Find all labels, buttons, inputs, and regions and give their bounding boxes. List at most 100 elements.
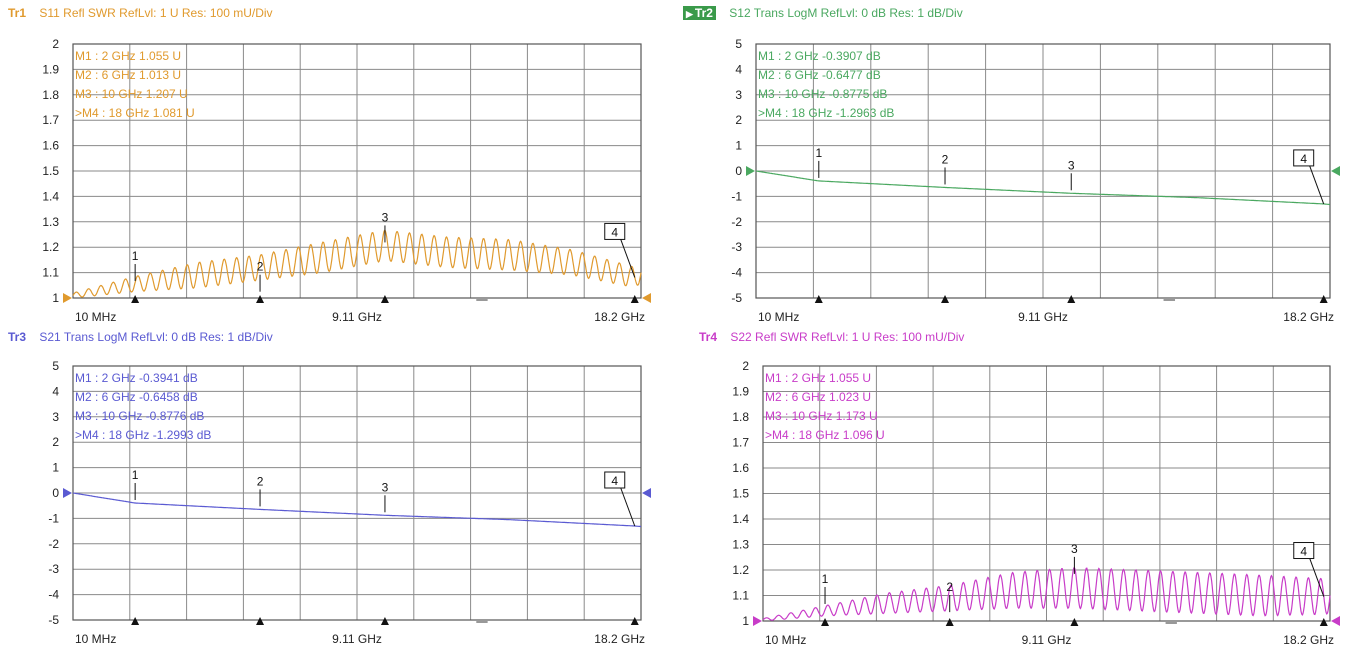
- trace-settings[interactable]: S12 Trans LogM RefLvl: 0 dB Res: 1 dB/Di…: [729, 6, 963, 20]
- marker-leader-line: [620, 239, 636, 278]
- trace-settings[interactable]: S11 Refl SWR RefLvl: 1 U Res: 100 mU/Div: [39, 6, 273, 20]
- marker-triangle: [256, 295, 265, 303]
- y-tick-label: 1.2: [732, 563, 749, 577]
- marker-readout-table: M1 : 2 GHz -0.3941 dB M2 : 6 GHz -0.6458 …: [75, 371, 211, 442]
- marker-label: 3: [1071, 542, 1078, 556]
- y-tick-label: -5: [48, 613, 59, 627]
- marker-readout: M1 : 2 GHz 1.055 U: [765, 371, 871, 385]
- marker-label: 2: [257, 474, 264, 488]
- y-tick-label: -1: [731, 189, 742, 203]
- y-tick-label: -1: [48, 511, 59, 525]
- grid: [762, 365, 1331, 622]
- marker-label: 1: [815, 146, 822, 160]
- marker-triangle: [945, 618, 954, 626]
- marker-readout: M1 : 2 GHz -0.3941 dB: [75, 371, 198, 385]
- y-tick-label: 1.9: [732, 385, 749, 399]
- y-tick-label: 5: [52, 359, 59, 373]
- marker-readout: M2 : 6 GHz -0.6458 dB: [75, 390, 198, 404]
- trace-id[interactable]: Tr2: [683, 6, 716, 20]
- grid: [755, 43, 1331, 299]
- trace-id[interactable]: Tr4: [699, 330, 718, 344]
- trace-plot-tr3[interactable]: 5 4 3 2 1 0 -1 -2 -3 -4 -5 10 MHz 9.11 GHz 18.2 GHz 1 2…: [0, 326, 677, 651]
- reference-level-arrow-left: [63, 293, 72, 303]
- trace-header: Tr4 S22 Refl SWR RefLvl: 1 U Res: 100 mU…: [699, 330, 964, 344]
- y-tick-label: 1.3: [732, 538, 749, 552]
- trace-plot-tr1[interactable]: 2 1.9 1.8 1.7 1.6 1.5 1.4 1.3 1.2 1.1 1 10 MHz 9.11 …: [0, 0, 677, 326]
- marker-label: 4: [1300, 152, 1307, 166]
- marker-triangle: [941, 295, 950, 303]
- y-tick-label: 2: [52, 37, 59, 51]
- marker-readout: M2 : 6 GHz -0.6477 dB: [758, 68, 881, 82]
- y-tick-label: 1: [52, 461, 59, 475]
- trace-settings[interactable]: S22 Refl SWR RefLvl: 1 U Res: 100 mU/Div: [730, 330, 965, 344]
- y-tick-label: 4: [52, 384, 59, 398]
- marker-leader-line: [620, 487, 636, 527]
- y-tick-label: -4: [48, 588, 59, 602]
- marker-triangle: [380, 617, 389, 625]
- reference-level-arrow-left: [63, 488, 72, 498]
- y-tick-label: 2: [735, 113, 742, 127]
- trace-header: Tr1 S11 Refl SWR RefLvl: 1 U Res: 100 mU…: [8, 6, 273, 20]
- y-tick-label: 1.4: [42, 189, 59, 203]
- marker-readout: >M4 : 18 GHz 1.081 U: [75, 106, 195, 120]
- y-tick-label: -3: [731, 240, 742, 254]
- y-tick-label: 1.7: [732, 436, 749, 450]
- trace-plot-tr2[interactable]: 5 4 3 2 1 0 -1 -2 -3 -4 -5 10 MHz 9.11 GHz 18.2 GHz 1 2…: [677, 0, 1354, 326]
- trace-line: [755, 170, 1330, 206]
- trace-line: [72, 492, 641, 528]
- x-tick-label: 18.2 GHz: [1283, 633, 1334, 647]
- x-tick-label: 10 MHz: [75, 632, 116, 646]
- reference-level-arrow-right: [1331, 166, 1340, 176]
- grid: [72, 365, 642, 621]
- active-marker-box: [1293, 149, 1315, 167]
- trace-panel-tr2: Tr2 S12 Trans LogM RefLvl: 0 dB Res: 1 d…: [677, 0, 1354, 326]
- marker-readout: M1 : 2 GHz 1.055 U: [75, 49, 181, 63]
- y-tick-label: 3: [735, 88, 742, 102]
- grid: [72, 43, 642, 299]
- y-tick-label: 1.8: [42, 88, 59, 102]
- marker-label: 2: [946, 580, 953, 594]
- trace-line: [72, 229, 642, 298]
- marker-triangle: [256, 617, 265, 625]
- marker-triangle: [630, 295, 639, 303]
- y-tick-label: 1: [52, 291, 59, 305]
- marker-readout-table: M1 : 2 GHz -0.3907 dB M2 : 6 GHz -0.6477 …: [758, 49, 894, 120]
- trace-id[interactable]: Tr3: [8, 330, 27, 344]
- trace-id[interactable]: Tr1: [8, 6, 27, 20]
- x-tick-label: 9.11 GHz: [332, 632, 382, 646]
- x-tick-label: 9.11 GHz: [1022, 633, 1072, 647]
- marker-label: 3: [1068, 158, 1075, 172]
- marker-triangle: [630, 617, 639, 625]
- marker-triangle: [1070, 618, 1079, 626]
- marker-label: 3: [382, 480, 389, 494]
- reference-level-arrow-right: [642, 293, 651, 303]
- y-tick-label: -2: [48, 537, 59, 551]
- marker-triangle: [380, 295, 389, 303]
- reference-level-arrow-right: [642, 488, 651, 498]
- x-tick-label: 18.2 GHz: [1283, 310, 1334, 324]
- trace-settings[interactable]: S21 Trans LogM RefLvl: 0 dB Res: 1 dB/Di…: [39, 330, 273, 344]
- x-tick-label: 9.11 GHz: [1018, 310, 1068, 324]
- y-tick-label: 4: [735, 62, 742, 76]
- marker-triangle: [814, 295, 823, 303]
- marker-label: 2: [257, 260, 264, 274]
- y-tick-label: 1.5: [732, 487, 749, 501]
- y-tick-label: 0: [52, 486, 59, 500]
- marker-readout: >M4 : 18 GHz 1.096 U: [765, 428, 885, 442]
- y-tick-label: 2: [52, 435, 59, 449]
- x-tick-label: 18.2 GHz: [594, 632, 645, 646]
- marker-label: 2: [942, 152, 949, 166]
- y-tick-label: 1: [742, 614, 749, 628]
- marker-triangle: [821, 618, 830, 626]
- y-tick-label: -3: [48, 562, 59, 576]
- trace-plot-tr4[interactable]: 2 1.9 1.8 1.7 1.6 1.5 1.4 1.3 1.2 1.1 1 10 MHz 9.11 …: [677, 326, 1354, 651]
- marker-readout: >M4 : 18 GHz -1.2963 dB: [758, 106, 894, 120]
- marker-readout: M3 : 10 GHz -0.8775 dB: [758, 87, 887, 101]
- y-tick-label: -4: [731, 266, 742, 280]
- marker-label: 4: [611, 225, 618, 239]
- plot-border: [72, 43, 642, 299]
- marker-readout: M3 : 10 GHz 1.207 U: [75, 87, 188, 101]
- marker-label: 4: [611, 474, 618, 488]
- y-tick-label: 1: [735, 139, 742, 153]
- marker-triangle: [131, 617, 140, 625]
